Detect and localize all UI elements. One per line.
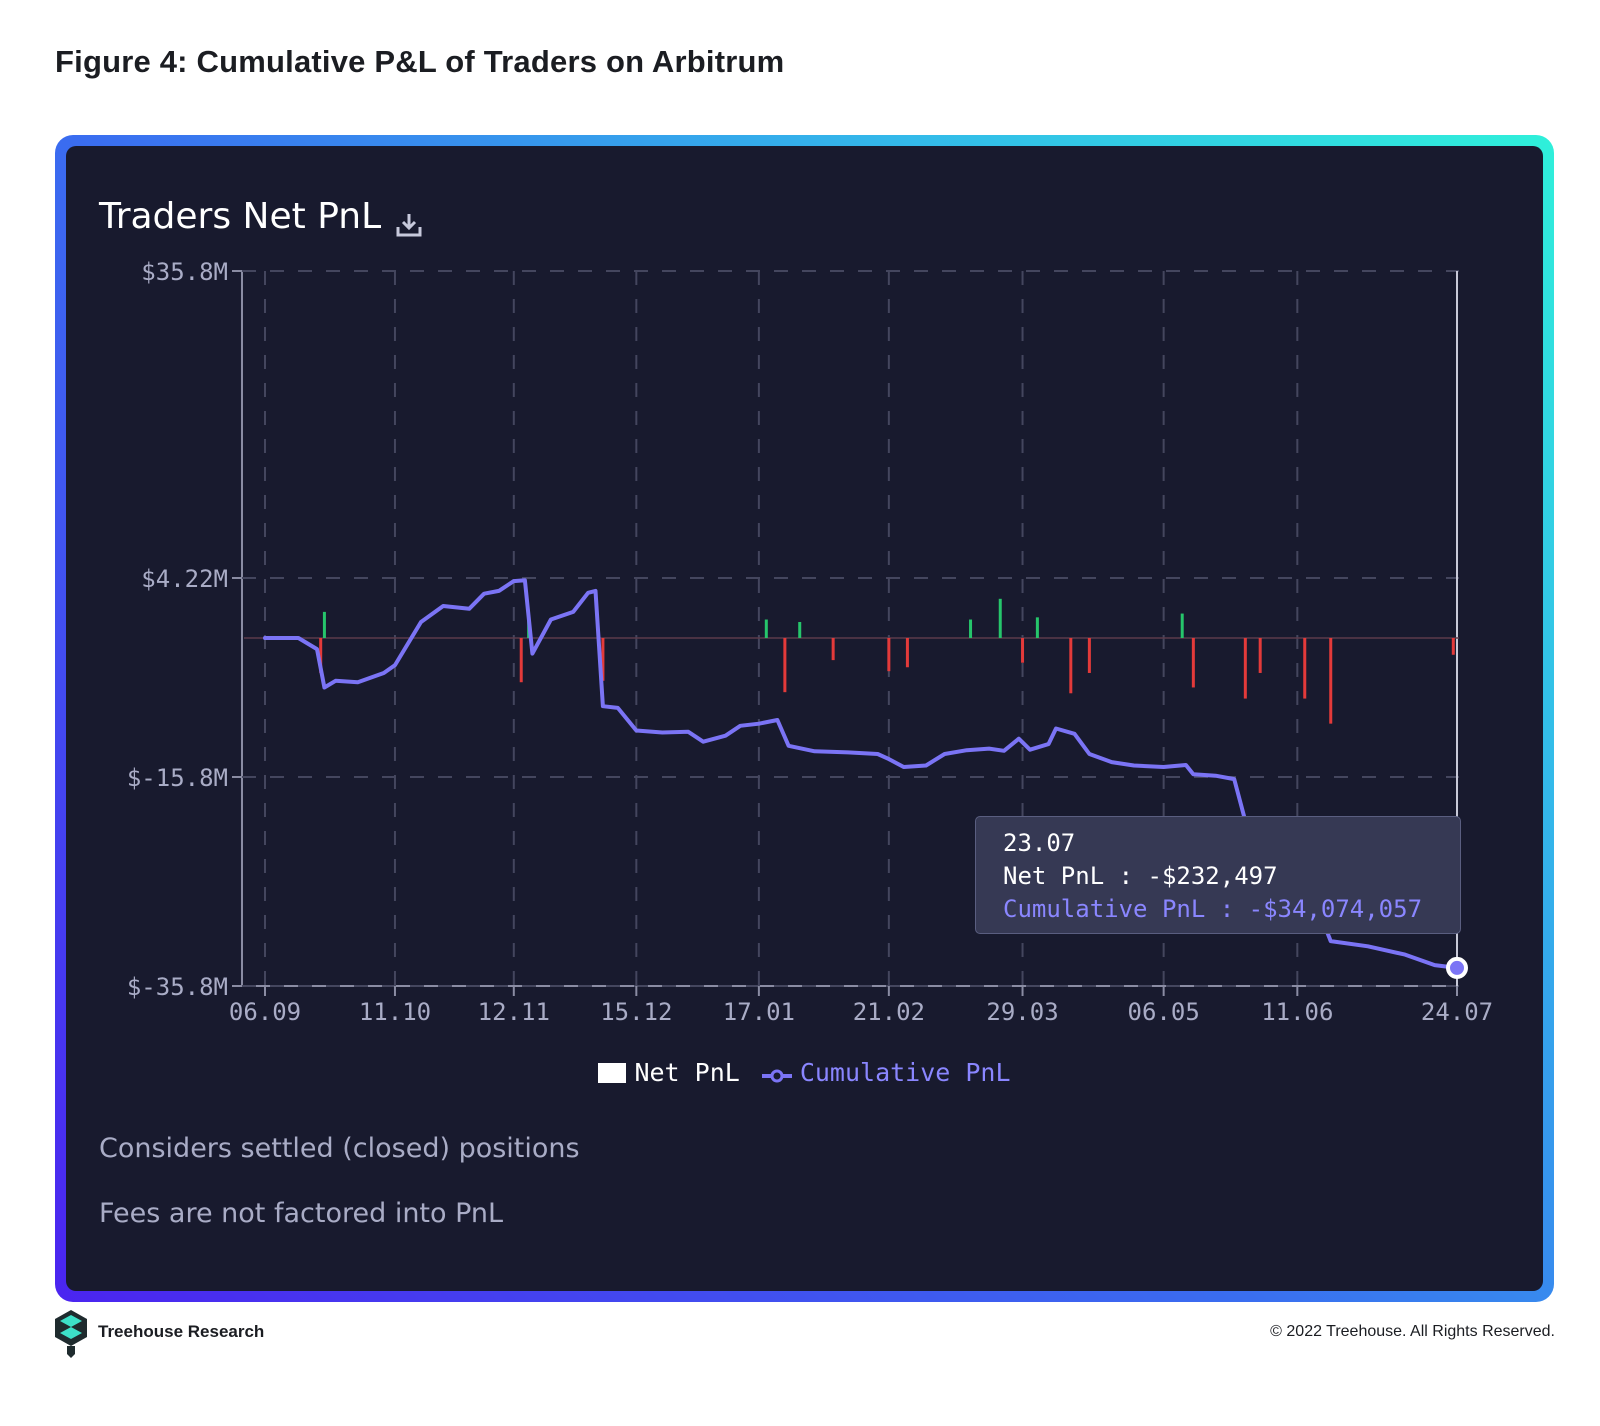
net-pnl-bar [1258, 638, 1262, 673]
net-pnl-swatch-icon [598, 1062, 627, 1083]
net-pnl-bar [887, 638, 891, 672]
note-fees: Fees are not factored into PnL [99, 1198, 504, 1229]
x-tick-label: 24.07 [1421, 998, 1493, 1026]
net-pnl-bar [319, 638, 323, 673]
y-tick-label: $-15.8M [127, 764, 228, 792]
net-pnl-bar [1191, 638, 1195, 688]
legend-net-pnl-label: Net PnL [634, 1058, 740, 1087]
cumulative-pnl-point [1446, 956, 1468, 979]
net-pnl-bar [1069, 638, 1073, 694]
download-icon[interactable] [395, 207, 423, 236]
net-pnl-bar [1243, 638, 1247, 699]
net-pnl-bar [1087, 638, 1091, 673]
x-tick-label: 06.05 [1128, 998, 1200, 1026]
net-pnl-bar [831, 638, 835, 661]
figure-title: Figure 4: Cumulative P&L of Traders on A… [55, 44, 785, 79]
x-tick-label: 06.09 [229, 998, 301, 1026]
net-pnl-bar [783, 638, 787, 693]
card-header: Traders Net PnL [99, 196, 423, 237]
tooltip-net-pnl: Net PnL : -$232,497 [1003, 862, 1278, 890]
chart-card-frame: Traders Net PnL $35.8M $4.22M $-15.8M $-35.… [55, 135, 1554, 1302]
net-pnl-bar [905, 638, 909, 668]
treehouse-logo-icon [55, 1310, 87, 1358]
net-pnl-bar [1303, 638, 1307, 699]
net-pnl-bar [322, 611, 326, 638]
legend-item-cumulative-pnl[interactable]: Cumulative PnL [761, 1058, 1011, 1087]
net-pnl-bar [969, 619, 973, 638]
x-tick-label: 11.06 [1261, 998, 1333, 1026]
y-tick-label: $4.22M [141, 565, 228, 593]
note-settled-positions: Considers settled (closed) positions [99, 1133, 580, 1164]
card-title: Traders Net PnL [99, 196, 382, 237]
x-tick-label: 21.02 [853, 998, 925, 1026]
cumulative-pnl-line [263, 578, 1459, 970]
net-pnl-bar [998, 598, 1002, 638]
y-tick-label: $-35.8M [127, 973, 228, 1001]
net-pnl-bar [1035, 617, 1039, 638]
chart-tooltip: 23.07 Net PnL : -$232,497 Cumulative PnL… [975, 816, 1461, 934]
x-tick-label: 11.10 [359, 998, 431, 1026]
footer-brand: Treehouse Research [98, 1322, 265, 1341]
net-pnl-bar [1329, 638, 1333, 724]
footer-copyright: © 2022 Treehouse. All Rights Reserved. [1270, 1323, 1555, 1340]
x-tick-label: 12.11 [478, 998, 550, 1026]
net-pnl-bar [1180, 613, 1184, 638]
legend-cumulative-pnl-label: Cumulative PnL [799, 1058, 1011, 1087]
net-pnl-bar [764, 619, 768, 638]
tooltip-cumulative-pnl: Cumulative PnL : -$34,074,057 [1003, 895, 1423, 923]
cumulative-pnl-swatch-icon [761, 1063, 792, 1083]
net-pnl-bar [601, 638, 605, 681]
chart-card: Traders Net PnL $35.8M $4.22M $-15.8M $-35.… [66, 146, 1543, 1291]
net-pnl-bar [798, 622, 802, 638]
chart-legend: Net PnL Cumulative PnL [66, 1058, 1543, 1087]
tooltip-date: 23.07 [1003, 829, 1076, 857]
net-pnl-bar [1451, 638, 1455, 655]
x-tick-label: 29.03 [986, 998, 1058, 1026]
x-tick-label: 15.12 [600, 998, 672, 1026]
legend-item-net-pnl[interactable]: Net PnL [598, 1058, 740, 1087]
net-pnl-bar [519, 638, 523, 683]
x-tick-label: 17.01 [723, 998, 795, 1026]
y-tick-label: $35.8M [141, 258, 228, 286]
net-pnl-bar [1021, 638, 1025, 663]
